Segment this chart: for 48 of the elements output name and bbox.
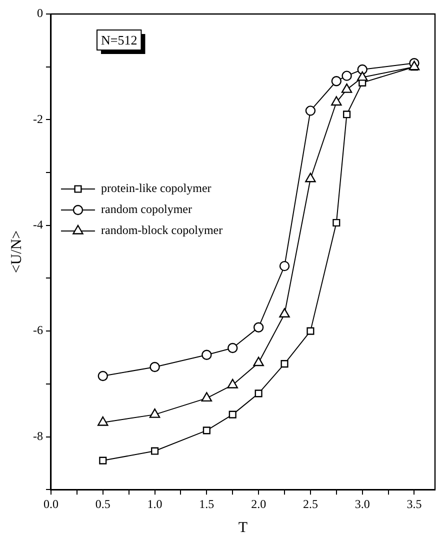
point — [331, 96, 342, 106]
point — [98, 416, 108, 426]
annotation: N=512 — [100, 32, 138, 48]
y-tick-label: -2 — [32, 112, 43, 126]
x-tick-label: 3.5 — [406, 496, 422, 511]
point — [279, 260, 290, 272]
x-tick-label: 2.5 — [302, 496, 318, 511]
x-axis-title: T — [238, 520, 248, 536]
legend-label: random copolymer — [100, 202, 192, 216]
point — [151, 447, 159, 455]
point — [150, 362, 160, 372]
x-tick-label: 1.5 — [199, 496, 214, 511]
x-tick-label: 0.0 — [43, 496, 58, 511]
point — [98, 370, 108, 382]
point — [306, 327, 314, 335]
point — [408, 60, 420, 70]
x-tick-label: 2.0 — [251, 496, 266, 511]
legend-label: protein-like copolymer — [100, 181, 212, 196]
legend-label: random-block copolymer — [100, 223, 223, 238]
point — [356, 71, 368, 81]
point — [279, 308, 290, 318]
point — [305, 106, 316, 116]
point — [253, 356, 264, 366]
point — [227, 378, 238, 388]
point — [228, 342, 238, 354]
y-tick-label: -4 — [32, 218, 43, 232]
point — [202, 350, 212, 360]
point — [343, 110, 351, 118]
y-tick-label: -6 — [32, 323, 43, 338]
point — [228, 410, 236, 418]
point — [332, 218, 340, 227]
x-tick-label: 3.0 — [354, 496, 370, 511]
point — [331, 76, 342, 86]
point — [341, 83, 352, 93]
point — [149, 408, 160, 418]
x-tick-label: 0.5 — [95, 496, 110, 511]
y-axis-title: <U/N> — [8, 230, 25, 274]
point — [342, 70, 352, 81]
point — [280, 360, 288, 368]
y-tick-label: 0 — [36, 6, 43, 20]
point — [254, 390, 262, 398]
point — [99, 456, 107, 464]
point — [202, 426, 210, 434]
y-tick-label: -8 — [32, 428, 43, 443]
point — [305, 172, 316, 182]
point — [253, 322, 264, 332]
x-tick-label: 1.0 — [147, 496, 162, 511]
point — [201, 392, 212, 402]
